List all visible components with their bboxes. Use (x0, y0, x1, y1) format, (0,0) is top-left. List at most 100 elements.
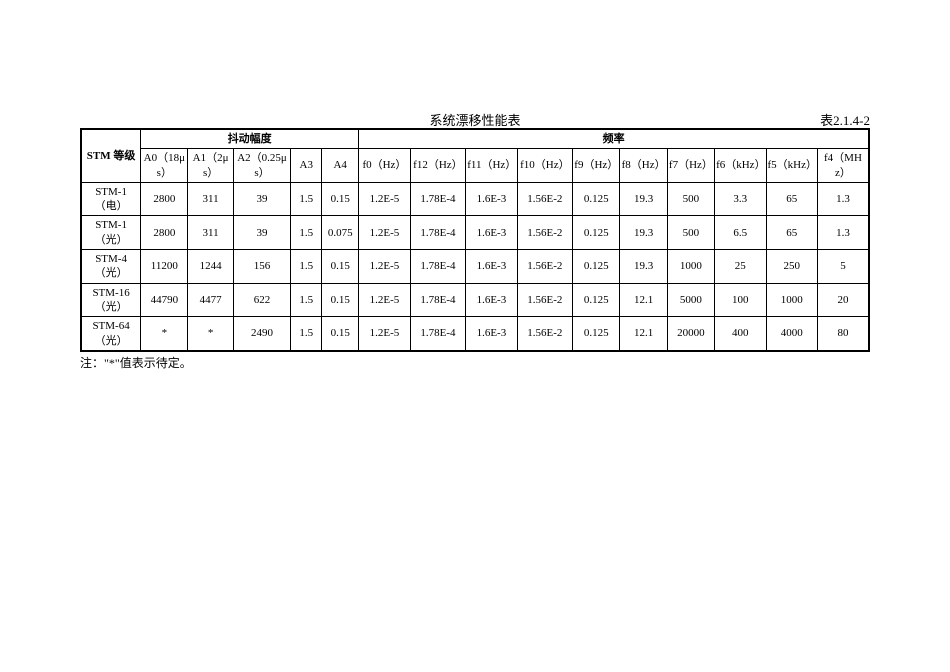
cell-f4: 80 (817, 317, 869, 351)
table-row: STM-4（光）1120012441561.50.151.2E-51.78E-4… (81, 250, 869, 284)
header-f11: f11（Hz） (466, 149, 517, 183)
cell-stm: STM-4（光） (81, 250, 141, 284)
header-freq-group: 频率 (359, 129, 869, 149)
page: 系统漂移性能表 表2.1.4-2 STM 等级 抖动幅度 频率 A0（18μs）… (0, 0, 950, 371)
cell-f12: 1.78E-4 (410, 216, 466, 250)
cell-f0: 1.2E-5 (359, 283, 410, 317)
header-f4: f4（MHz） (817, 149, 869, 183)
cell-f9: 0.125 (573, 216, 620, 250)
cell-a3: 1.5 (291, 182, 322, 216)
cell-a0: * (141, 317, 188, 351)
cell-f7: 1000 (667, 250, 714, 284)
header-a1: A1（2μs） (188, 149, 233, 183)
cell-a1: 1244 (188, 250, 233, 284)
cell-a1: * (188, 317, 233, 351)
cell-f12: 1.78E-4 (410, 317, 466, 351)
header-f5: f5（kHz） (766, 149, 817, 183)
cell-f11: 1.6E-3 (466, 283, 517, 317)
header-f8: f8（Hz） (620, 149, 667, 183)
cell-f11: 1.6E-3 (466, 182, 517, 216)
cell-f10: 1.56E-2 (517, 317, 573, 351)
cell-f6: 100 (715, 283, 766, 317)
cell-stm: STM-16（光） (81, 283, 141, 317)
cell-f7: 5000 (667, 283, 714, 317)
cell-f9: 0.125 (573, 283, 620, 317)
cell-f4: 20 (817, 283, 869, 317)
table-body: STM-1（电）2800311391.50.151.2E-51.78E-41.6… (81, 182, 869, 350)
header-f0: f0（Hz） (359, 149, 410, 183)
footnote: 注："*"值表示待定。 (80, 354, 870, 371)
cell-f5: 250 (766, 250, 817, 284)
cell-a2: 39 (233, 182, 291, 216)
cell-f4: 1.3 (817, 182, 869, 216)
header-f6: f6（kHz） (715, 149, 766, 183)
cell-f5: 1000 (766, 283, 817, 317)
header-a0: A0（18μs） (141, 149, 188, 183)
header-a2: A2（0.25μs） (233, 149, 291, 183)
header-f10: f10（Hz） (517, 149, 573, 183)
drift-performance-table: STM 等级 抖动幅度 频率 A0（18μs） A1（2μs） A2（0.25μ… (80, 128, 870, 352)
cell-f7: 500 (667, 182, 714, 216)
cell-f8: 12.1 (620, 317, 667, 351)
cell-f12: 1.78E-4 (410, 283, 466, 317)
cell-f4: 5 (817, 250, 869, 284)
cell-a1: 311 (188, 216, 233, 250)
table-row: STM-1（光）2800311391.50.0751.2E-51.78E-41.… (81, 216, 869, 250)
cell-f0: 1.2E-5 (359, 317, 410, 351)
table-title: 系统漂移性能表 (429, 110, 520, 129)
cell-a3: 1.5 (291, 216, 322, 250)
cell-a4: 0.15 (322, 283, 359, 317)
cell-f10: 1.56E-2 (517, 182, 573, 216)
cell-f11: 1.6E-3 (466, 216, 517, 250)
cell-f6: 3.3 (715, 182, 766, 216)
cell-f7: 20000 (667, 317, 714, 351)
table-number: 表2.1.4-2 (820, 110, 870, 129)
table-header: STM 等级 抖动幅度 频率 A0（18μs） A1（2μs） A2（0.25μ… (81, 129, 869, 182)
cell-f12: 1.78E-4 (410, 250, 466, 284)
cell-a4: 0.15 (322, 182, 359, 216)
header-a3: A3 (291, 149, 322, 183)
header-jitter-group: 抖动幅度 (141, 129, 359, 149)
cell-a1: 4477 (188, 283, 233, 317)
header-f9: f9（Hz） (573, 149, 620, 183)
cell-stm: STM-1（电） (81, 182, 141, 216)
cell-f10: 1.56E-2 (517, 283, 573, 317)
cell-f7: 500 (667, 216, 714, 250)
cell-f5: 65 (766, 216, 817, 250)
cell-a3: 1.5 (291, 283, 322, 317)
header-f7: f7（Hz） (667, 149, 714, 183)
cell-a2: 2490 (233, 317, 291, 351)
table-row: STM-1（电）2800311391.50.151.2E-51.78E-41.6… (81, 182, 869, 216)
cell-f0: 1.2E-5 (359, 250, 410, 284)
cell-a2: 156 (233, 250, 291, 284)
cell-f11: 1.6E-3 (466, 317, 517, 351)
header-f12: f12（Hz） (410, 149, 466, 183)
cell-a2: 39 (233, 216, 291, 250)
cell-f12: 1.78E-4 (410, 182, 466, 216)
cell-a0: 2800 (141, 216, 188, 250)
cell-a2: 622 (233, 283, 291, 317)
cell-f9: 0.125 (573, 250, 620, 284)
cell-f9: 0.125 (573, 182, 620, 216)
cell-f6: 25 (715, 250, 766, 284)
header-a4: A4 (322, 149, 359, 183)
cell-f5: 65 (766, 182, 817, 216)
cell-f0: 1.2E-5 (359, 182, 410, 216)
cell-stm: STM-64（光） (81, 317, 141, 351)
cell-f10: 1.56E-2 (517, 216, 573, 250)
cell-a4: 0.15 (322, 317, 359, 351)
cell-a0: 44790 (141, 283, 188, 317)
cell-f4: 1.3 (817, 216, 869, 250)
cell-f8: 12.1 (620, 283, 667, 317)
cell-a3: 1.5 (291, 317, 322, 351)
cell-a1: 311 (188, 182, 233, 216)
cell-f0: 1.2E-5 (359, 216, 410, 250)
cell-f5: 4000 (766, 317, 817, 351)
cell-a0: 11200 (141, 250, 188, 284)
cell-f6: 400 (715, 317, 766, 351)
header-stm: STM 等级 (81, 129, 141, 182)
table-row: STM-64（光）**24901.50.151.2E-51.78E-41.6E-… (81, 317, 869, 351)
cell-stm: STM-1（光） (81, 216, 141, 250)
cell-f9: 0.125 (573, 317, 620, 351)
cell-f6: 6.5 (715, 216, 766, 250)
